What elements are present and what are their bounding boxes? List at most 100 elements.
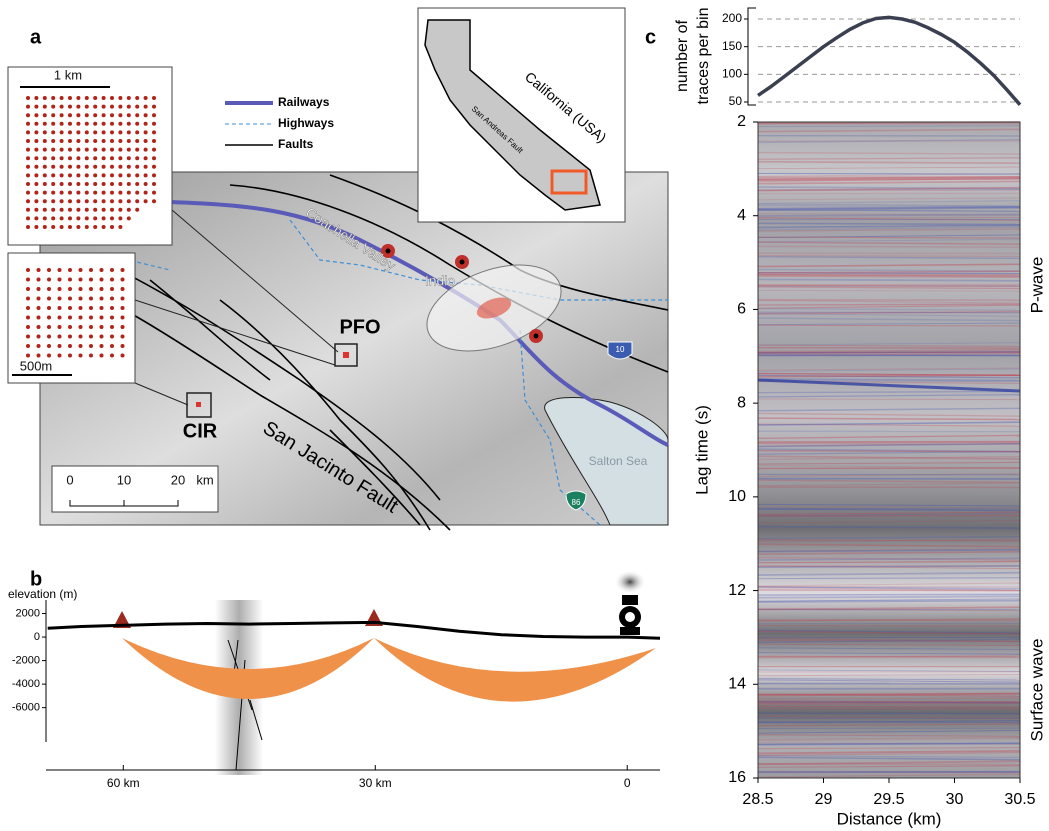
sensor bbox=[68, 216, 72, 221]
phase-stripe bbox=[757, 589, 1021, 592]
sensor bbox=[68, 353, 72, 358]
sensor bbox=[34, 104, 39, 109]
phase-stripe bbox=[757, 692, 1021, 697]
sensor bbox=[99, 277, 104, 282]
sensor bbox=[84, 182, 89, 186]
sensor bbox=[118, 199, 123, 204]
sensor bbox=[93, 104, 98, 109]
sensor bbox=[59, 96, 64, 100]
sensor bbox=[68, 344, 72, 348]
phase-stripe bbox=[757, 138, 1021, 144]
phase-stripe bbox=[757, 407, 1021, 412]
sensor bbox=[76, 225, 81, 229]
sensor bbox=[152, 173, 156, 178]
sensor bbox=[84, 173, 89, 178]
salton-sea bbox=[544, 396, 669, 526]
sensor bbox=[47, 334, 51, 339]
sensor bbox=[89, 296, 93, 301]
sensor bbox=[84, 121, 89, 126]
sensor bbox=[135, 156, 140, 161]
y-tick-label: 0 bbox=[34, 631, 40, 643]
phase-stripe bbox=[757, 398, 1021, 401]
sensor bbox=[42, 199, 47, 204]
phase-stripe bbox=[757, 652, 1021, 655]
sensor bbox=[89, 315, 93, 320]
phase-stripe bbox=[757, 275, 1021, 278]
sensor bbox=[76, 182, 81, 186]
phase-stripe bbox=[757, 245, 1021, 248]
sensor bbox=[93, 130, 98, 135]
phase-stripe bbox=[757, 550, 1021, 555]
sensor bbox=[110, 277, 114, 282]
sensor bbox=[76, 113, 81, 118]
sensor bbox=[68, 164, 72, 169]
sensor bbox=[51, 156, 56, 161]
sensor bbox=[47, 306, 51, 310]
sensor bbox=[110, 353, 114, 358]
phase-stripe bbox=[757, 599, 1021, 603]
sensor bbox=[51, 130, 56, 135]
sensor bbox=[126, 156, 131, 161]
phase-stripe bbox=[757, 586, 1021, 591]
array-inset bbox=[7, 252, 136, 384]
sensor bbox=[143, 130, 148, 135]
sensor bbox=[120, 334, 125, 339]
phase-stripe bbox=[757, 390, 1021, 394]
ray-path bbox=[122, 638, 374, 699]
seismic-section bbox=[758, 122, 1020, 778]
phase-stripe bbox=[757, 535, 1021, 540]
phase-stripe bbox=[757, 742, 1021, 745]
phase-stripe bbox=[757, 226, 1021, 231]
sensor bbox=[76, 147, 81, 152]
phase-stripe bbox=[757, 593, 1021, 596]
phase-stripe bbox=[757, 503, 1021, 507]
smoke bbox=[614, 570, 646, 594]
sensor bbox=[51, 216, 56, 221]
sensor bbox=[152, 164, 156, 169]
sensor bbox=[78, 277, 83, 282]
phase-stripe bbox=[757, 511, 1021, 515]
sensor bbox=[36, 353, 41, 358]
phase-stripe bbox=[757, 442, 1021, 447]
sensor bbox=[110, 334, 114, 339]
profile-panel bbox=[45, 570, 656, 775]
x-tick-label: 30.5 bbox=[1004, 791, 1035, 808]
sensor bbox=[110, 207, 114, 212]
sensor bbox=[93, 156, 98, 161]
sensor bbox=[152, 139, 156, 143]
sensor bbox=[59, 139, 64, 143]
sensor bbox=[34, 182, 39, 186]
phase-stripe bbox=[757, 228, 1021, 232]
sensor bbox=[143, 173, 148, 178]
phase-stripe bbox=[757, 236, 1021, 239]
sensor bbox=[42, 130, 47, 135]
sensor bbox=[26, 139, 30, 143]
sensor bbox=[99, 334, 104, 339]
leader-line bbox=[171, 209, 339, 353]
sensor bbox=[42, 190, 47, 195]
sensor bbox=[76, 164, 81, 169]
p-wave-arrival bbox=[757, 378, 1021, 393]
sensor bbox=[118, 164, 123, 169]
pfo-box bbox=[334, 343, 358, 367]
sensor bbox=[34, 207, 39, 212]
sensor bbox=[89, 353, 93, 358]
phase-stripe bbox=[757, 166, 1021, 170]
phase-stripe bbox=[757, 313, 1021, 317]
sensor bbox=[42, 173, 47, 178]
sensor bbox=[135, 96, 140, 100]
phase-stripe bbox=[757, 618, 1021, 622]
sensor bbox=[143, 156, 148, 161]
phase-stripe bbox=[757, 286, 1021, 290]
sensor bbox=[126, 130, 131, 135]
sensor bbox=[26, 216, 30, 221]
sensor bbox=[51, 113, 56, 118]
sensor bbox=[93, 199, 98, 204]
sensor bbox=[110, 216, 114, 221]
sensor bbox=[57, 296, 62, 301]
sensor bbox=[110, 190, 114, 195]
y-tick-label: 2000 bbox=[16, 607, 40, 619]
sensor bbox=[126, 104, 131, 109]
ray-path bbox=[374, 638, 656, 702]
sensor bbox=[68, 190, 72, 195]
